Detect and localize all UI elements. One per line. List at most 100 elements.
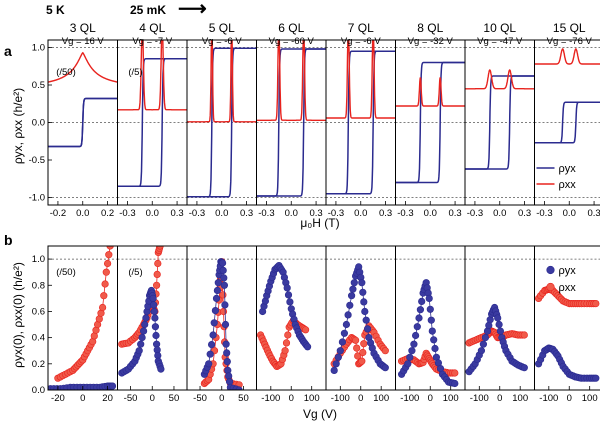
panel-b-1 — [47, 243, 117, 392]
x-tick-label: -100 — [470, 393, 489, 404]
x-tick-label: -0.3 — [536, 208, 552, 219]
thickness-label: 6 QL — [278, 21, 304, 35]
ryx-point — [429, 328, 436, 335]
ryx-point — [496, 321, 503, 328]
panel-b-4 — [257, 259, 327, 370]
x-tick-label: -0.3 — [258, 208, 274, 219]
ryx-point — [362, 308, 369, 315]
x-tick-label: 100 — [373, 393, 389, 404]
ryx-sweep-down — [48, 99, 118, 147]
rxx-point — [352, 337, 359, 344]
thickness-label: 3 QL — [70, 21, 96, 35]
gate-voltage-label: Vg = 16 V — [62, 36, 105, 47]
ryx-point — [284, 285, 291, 292]
rxx-point — [452, 370, 459, 377]
ryx-point — [158, 366, 165, 373]
panel-a-7 — [465, 48, 535, 198]
rxx-point — [102, 281, 109, 288]
ryx-point — [497, 328, 504, 335]
ryx-point — [109, 383, 116, 390]
panel-a-frame — [118, 40, 188, 205]
ryx-point — [207, 351, 214, 358]
ryx-point — [211, 320, 218, 327]
ryx-point — [382, 364, 389, 371]
ryx-point — [152, 323, 159, 330]
panel-a-frame — [257, 40, 327, 205]
ryx-point — [480, 341, 487, 348]
panel-b-6 — [396, 259, 466, 387]
x-tick-label: 0 — [219, 393, 224, 404]
ryx-point — [405, 361, 412, 368]
temp-5k-label: 5 K — [46, 3, 65, 17]
panel-a-6 — [396, 48, 466, 198]
ryx-point — [333, 361, 340, 368]
y-tick-label: 1.0 — [32, 43, 45, 54]
x-tick-label: -0.3 — [467, 208, 483, 219]
panel-a-frame — [465, 40, 535, 205]
ryx-sweep-up — [326, 51, 396, 193]
thickness-label: 15 QL — [553, 21, 586, 35]
ryx-point — [417, 306, 424, 313]
y-tick-label: 0.4 — [32, 333, 45, 344]
x-tick-label: 100 — [512, 393, 528, 404]
ryx-point — [432, 345, 439, 352]
panel-b-7 — [465, 259, 535, 375]
ryx-point — [414, 323, 421, 330]
ryx-point — [213, 295, 220, 302]
x-tick-label: 100 — [304, 393, 320, 404]
y-tick-label: 0.5 — [32, 80, 45, 91]
x-tick-label: 100 — [582, 393, 598, 404]
x-tick-label: -0.3 — [119, 208, 135, 219]
ryx-point — [220, 267, 227, 274]
panel-a-label: a — [4, 43, 12, 59]
scale-note: (/50) — [56, 267, 76, 278]
ryx-point — [418, 298, 425, 305]
ryx-point — [212, 307, 219, 314]
ryx-point — [337, 347, 344, 354]
x-tick-label: 0.0 — [285, 208, 298, 219]
rxx-point — [101, 292, 108, 299]
x-tick-label: 0.0 — [146, 208, 159, 219]
ryx-point — [141, 321, 148, 328]
ryx-point — [348, 292, 355, 299]
legend-rxx-marker — [547, 283, 555, 291]
x-tick-label: -50 — [193, 393, 207, 404]
legend-rxx-label: ρxx — [559, 282, 577, 294]
rxx-point — [220, 292, 227, 299]
ryx-sweep-up — [465, 76, 535, 169]
ryx-point — [343, 321, 350, 328]
rxx-point — [153, 282, 160, 289]
ryx-point — [494, 315, 501, 322]
x-tick-label: 0.3 — [240, 208, 253, 219]
rxx-point — [283, 340, 290, 347]
ryx-point — [427, 306, 434, 313]
y-tick-label: 0.0 — [32, 118, 45, 129]
ryx-point — [363, 317, 370, 324]
y-tick-label: -1.0 — [29, 193, 45, 204]
ryx-point — [137, 341, 144, 348]
legend-ryx-label: ρyx — [559, 265, 577, 277]
ryx-point — [412, 332, 419, 339]
x-tick-label: 20 — [102, 393, 113, 404]
gate-voltage-label: Vg = -76 V — [547, 36, 593, 47]
x-tick-label: -0.3 — [328, 208, 344, 219]
ryx-point — [139, 334, 146, 341]
y-tick-label: 1.0 — [32, 254, 45, 265]
x-tick-label: 0 — [358, 393, 363, 404]
ryx-point — [136, 347, 143, 354]
rxx-point — [361, 340, 368, 347]
arrow-icon: ⟶ — [178, 0, 207, 20]
rxx-point — [99, 304, 106, 311]
ryx-point — [428, 317, 435, 324]
gate-voltage-label: Vg = -32 V — [408, 36, 454, 47]
row-a-ylabel: ρyx, ρxx (h/e²) — [11, 88, 25, 164]
ryx-point — [339, 339, 346, 346]
ryx-point — [364, 326, 371, 333]
panel-a-4 — [257, 26, 327, 198]
ryx-sweep-up — [257, 49, 327, 196]
panel-a-2 — [118, 25, 188, 198]
temp-25mk-label: 25 mK — [130, 3, 166, 17]
scale-note: (/50) — [56, 67, 76, 78]
ryx-point — [359, 279, 366, 286]
ryx-point — [345, 312, 352, 319]
